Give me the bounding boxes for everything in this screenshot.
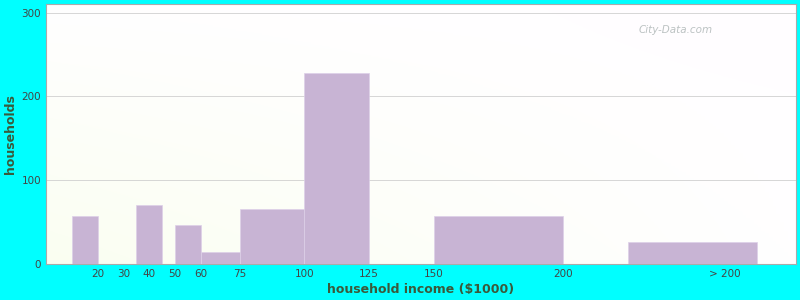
Bar <box>72 216 98 264</box>
Bar <box>628 242 757 264</box>
Bar <box>175 225 201 264</box>
Bar <box>136 205 162 264</box>
Bar <box>434 216 563 264</box>
Bar <box>305 73 369 264</box>
Y-axis label: households: households <box>4 94 17 174</box>
Bar <box>240 208 305 264</box>
X-axis label: household income ($1000): household income ($1000) <box>327 283 514 296</box>
Bar <box>201 252 240 264</box>
Text: City-Data.com: City-Data.com <box>638 25 713 35</box>
